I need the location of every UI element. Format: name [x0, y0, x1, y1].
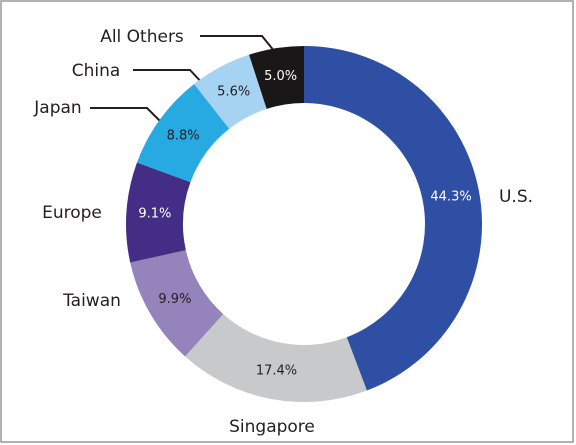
- category-label: Europe: [42, 203, 102, 223]
- category-label: All Others: [100, 27, 184, 47]
- donut-segment: [185, 314, 367, 402]
- category-label: Japan: [33, 98, 81, 118]
- category-label: U.S.: [499, 187, 533, 207]
- donut-segment: [249, 46, 304, 109]
- value-label: 5.0%: [264, 69, 297, 84]
- value-label: 9.9%: [158, 292, 191, 307]
- donut-segment: [125, 162, 191, 263]
- value-label: 44.3%: [430, 190, 471, 205]
- donut-segment: [194, 54, 267, 129]
- value-label: 8.8%: [167, 129, 200, 144]
- donut-segment: [130, 250, 224, 357]
- value-label: 5.6%: [217, 85, 250, 100]
- leader-line: [90, 107, 164, 125]
- category-label: China: [72, 61, 121, 81]
- value-label: 9.1%: [138, 206, 171, 221]
- value-label: 17.4%: [256, 363, 297, 378]
- donut-segment: [136, 83, 230, 183]
- category-label: Singapore: [229, 417, 315, 437]
- category-label: Taiwan: [62, 291, 121, 311]
- leader-line: [200, 35, 276, 53]
- donut-segment: [304, 46, 483, 391]
